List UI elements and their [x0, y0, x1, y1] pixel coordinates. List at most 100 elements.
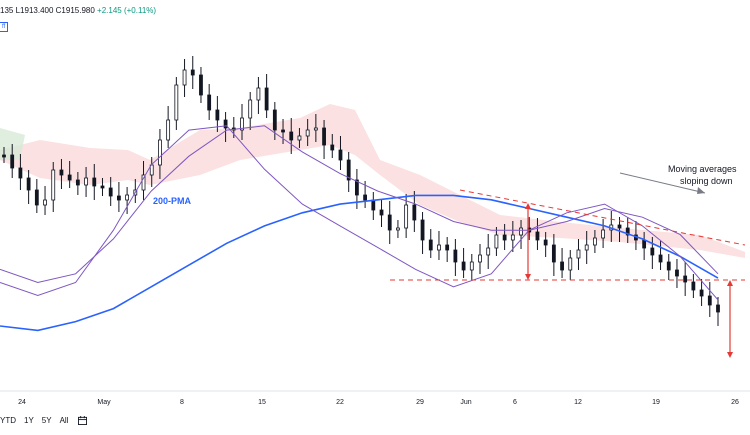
- price-candle-body: [354, 179, 359, 196]
- price-candle-body: [141, 174, 146, 191]
- price-candle-body: [543, 239, 548, 246]
- price-candle-body: [658, 254, 663, 263]
- x-tick-label: 24: [18, 399, 26, 406]
- price-candle-body: [182, 69, 187, 86]
- range-all-button[interactable]: All: [59, 415, 69, 425]
- price-candle-body: [363, 194, 368, 201]
- price-candle-body: [699, 289, 704, 297]
- note-arrow-line: [619, 172, 706, 194]
- price-candle-body: [601, 229, 606, 239]
- price-candle-body: [34, 189, 39, 206]
- x-tick-label: 12: [574, 399, 582, 406]
- change-label: +2.145 (+0.11%): [97, 6, 157, 15]
- x-tick-label: 19: [652, 399, 660, 406]
- x-tick-label: 29: [416, 399, 424, 406]
- price-candle-body: [264, 87, 269, 111]
- price-candle-body: [322, 127, 326, 146]
- price-candle-body: [551, 244, 556, 263]
- price-candle-body: [625, 227, 630, 236]
- symbol-badge[interactable]: ff: [0, 22, 9, 32]
- price-candle-body: [469, 261, 474, 271]
- price-candle-body: [75, 179, 80, 186]
- price-candle-body: [116, 195, 121, 201]
- price-candle-body: [26, 177, 31, 191]
- range-arrow-left-head: [525, 203, 531, 209]
- low-label: L1913.400: [15, 6, 54, 15]
- price-candle-body: [576, 249, 581, 259]
- ohlc-prefix: 135: [0, 6, 14, 15]
- price-candle-body: [223, 119, 228, 129]
- price-candle-body: [174, 84, 179, 121]
- price-candle-body: [642, 239, 647, 249]
- resistance-line: [459, 189, 746, 246]
- price-candle-body: [510, 234, 515, 241]
- price-candle-body: [18, 167, 23, 179]
- price-candle-body: [379, 209, 384, 216]
- price-candle-body: [125, 194, 130, 201]
- price-candle-body: [51, 169, 56, 201]
- ichimoku-cloud: [0, 104, 745, 258]
- price-candle-body: [568, 257, 573, 271]
- price-candle-body: [256, 87, 261, 101]
- price-candle-body: [207, 94, 212, 111]
- price-candle-body: [84, 177, 88, 186]
- price-candle-body: [305, 129, 310, 137]
- price-candle-body: [289, 131, 294, 141]
- x-tick-label: Jun: [460, 399, 471, 406]
- moving-average-line: [0, 125, 719, 301]
- price-candle-body: [2, 154, 6, 158]
- range-bar: YTD 1Y 5Y All: [0, 412, 120, 428]
- price-candle-body: [330, 144, 335, 151]
- price-candle-body: [691, 281, 696, 291]
- price-candle-body: [650, 247, 655, 256]
- price-candle-body: [396, 227, 400, 231]
- price-candle-body: [617, 224, 622, 229]
- price-candle-body: [683, 275, 688, 283]
- price-candle-body: [535, 231, 540, 241]
- price-candle-body: [346, 159, 351, 181]
- close-label: C1915.980: [55, 6, 95, 15]
- price-candle-body: [592, 237, 597, 246]
- x-tick-label: 6: [513, 399, 517, 406]
- price-candle-body: [272, 109, 277, 131]
- price-candle-body: [716, 304, 720, 313]
- price-candle-body: [67, 174, 72, 181]
- ma-label: 200-PMA: [153, 196, 192, 206]
- price-candle-body: [478, 254, 482, 263]
- price-candle-body: [666, 261, 671, 271]
- price-candle-body: [584, 244, 589, 251]
- price-candle-body: [215, 109, 220, 121]
- price-candle-body: [166, 119, 171, 141]
- price-candle-body: [461, 261, 466, 271]
- price-candle-body: [338, 149, 343, 161]
- range-5y-button[interactable]: 5Y: [41, 415, 52, 425]
- note-line1: Moving averages: [668, 164, 737, 174]
- price-candle-body: [675, 269, 679, 277]
- price-candle-body: [502, 234, 507, 241]
- range-ytd-button[interactable]: YTD: [0, 415, 16, 425]
- range-arrow-left-tail: [525, 274, 531, 280]
- price-candle-body: [437, 244, 441, 251]
- price-candle-body: [248, 99, 253, 119]
- price-candle-body: [199, 74, 203, 96]
- price-candle-body: [10, 154, 15, 169]
- x-tick-label: 22: [336, 399, 344, 406]
- price-candle-body: [92, 177, 97, 187]
- note-line2: sloping down: [680, 176, 733, 186]
- price-candle-body: [486, 247, 491, 256]
- calendar-icon[interactable]: [78, 415, 88, 425]
- moving-average-line: [0, 194, 719, 332]
- price-candle-body: [453, 249, 458, 263]
- range-1y-button[interactable]: 1Y: [24, 415, 34, 425]
- x-tick-label: 8: [180, 399, 184, 406]
- price-candle-body: [100, 185, 105, 189]
- price-candle-body: [428, 239, 433, 251]
- note-arrow-head: [697, 187, 705, 194]
- moving-average-line: [0, 125, 719, 284]
- x-tick-label: 15: [258, 399, 266, 406]
- price-candle-body: [59, 169, 64, 176]
- price-candle-body: [313, 127, 318, 131]
- price-candle-body: [445, 244, 450, 251]
